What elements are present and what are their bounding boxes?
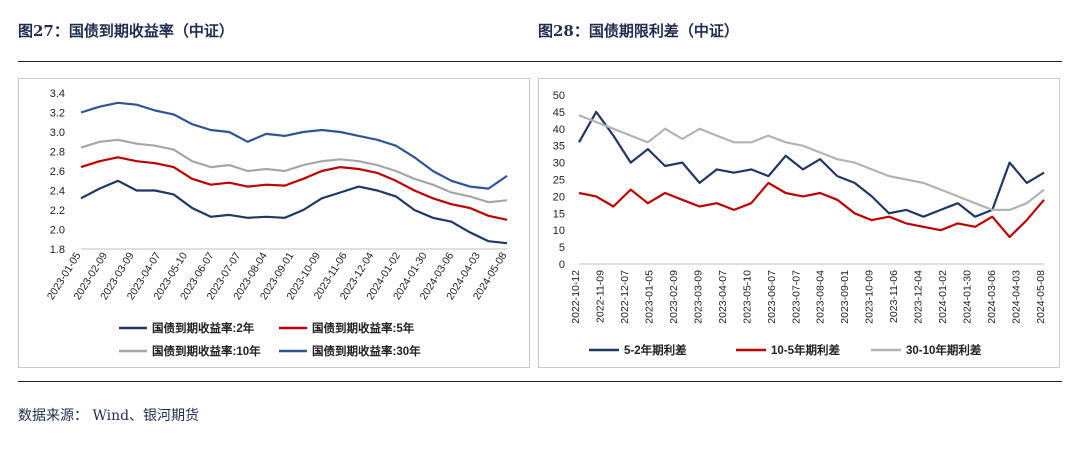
y-tick-label: 3.4: [50, 88, 65, 100]
x-tick-label: 2023-04-07: [717, 270, 729, 324]
y-tick-label: 1.8: [50, 244, 65, 256]
y-tick-label: 3.2: [50, 108, 65, 120]
x-tick-label: 2022-12-07: [619, 270, 631, 324]
y-tick-label: 50: [553, 90, 565, 102]
figure-title-right: 图28：国债期限利差（中证）: [538, 22, 739, 40]
chart-panel-spreads: 50 45 40 35 30 25 20 15 10 5 0 2022-10-12 2022-11-09…: [538, 78, 1060, 368]
x-tick-label: 2024-01-02: [937, 270, 949, 324]
x-tick-label: 2024-03-06: [986, 270, 998, 324]
y-tick-label: 2.0: [50, 225, 65, 237]
y-tick-label: 35: [553, 141, 565, 153]
y-tick-label: 5: [559, 242, 565, 254]
x-tick-label: 2023-01-05: [643, 270, 655, 324]
top-rule: [18, 61, 1062, 62]
legend-label-1: 国债到期收益率:2年: [152, 321, 255, 335]
series-line-2: [578, 181, 1045, 239]
x-tick-label: 2023-02-09: [668, 270, 680, 324]
y-tick-label: 2.2: [50, 205, 65, 217]
x-tick-label: 2023-08-04: [815, 270, 827, 324]
y-tick-label: 40: [553, 124, 565, 136]
series-line-1: [578, 110, 1045, 218]
y-tick-label: 2.6: [50, 166, 65, 178]
y-tick-label: 45: [553, 107, 565, 119]
y-tick-label: 2.8: [50, 147, 65, 159]
x-tick-label: 2024-05-08: [1035, 270, 1047, 324]
x-tick-label: 2023-10-09: [864, 270, 876, 324]
series-line-4: [80, 101, 508, 190]
x-tick-label: 2023-11-06: [888, 270, 900, 323]
figure-title-left: 图27：国债到期收益率（中证）: [18, 22, 234, 40]
y-tick-label: 25: [553, 175, 565, 187]
y-tick-label: 15: [553, 208, 565, 220]
x-tick-label: 2023-07-07: [790, 270, 802, 324]
yield-chart: 3.43.23.02.82.62.42.22.01.82023-01-05202…: [45, 88, 510, 358]
legend-label-3: 30-10年期利差: [906, 343, 982, 357]
x-tick-label: 2024-01-30: [962, 270, 974, 324]
x-tick-label: 2022-10-12: [570, 270, 582, 324]
legend-label-2: 10-5年期利差: [771, 343, 841, 357]
y-tick-label: 30: [553, 158, 565, 170]
series-line-1: [80, 179, 508, 245]
y-tick-label: 20: [553, 191, 565, 203]
series-line-3: [578, 114, 1045, 211]
series-line-3: [80, 138, 508, 204]
y-tick-label: 3.0: [50, 127, 65, 139]
x-tick-label: 2024-04-03: [1011, 270, 1023, 324]
y-tick-label: 2.4: [50, 186, 65, 198]
legend-label-1: 5-2年期利差: [624, 343, 687, 357]
y-tick-label: 10: [553, 225, 565, 237]
series-line-2: [80, 156, 508, 221]
x-tick-label: 2023-09-01: [839, 270, 851, 324]
legend-label-3: 国债到期收益率:10年: [152, 344, 261, 358]
bottom-rule: [18, 381, 1062, 382]
legend-label-2: 国债到期收益率:5年: [312, 321, 415, 335]
x-tick-label: 2023-05-10: [741, 270, 753, 324]
x-tick-label: 2023-06-07: [766, 270, 778, 324]
x-tick-label: 2023-12-04: [913, 270, 925, 324]
chart-panel-yields: 3.4 3.2 3.0 2.8 2.6 2.4 2.2 2.0 1.8 2023-01-05 202…: [18, 78, 530, 368]
legend-label-4: 国债到期收益率:30年: [312, 344, 421, 358]
x-tick-label: 2023-03-09: [692, 270, 704, 324]
source-note: 数据来源： Wind、银河期货: [18, 408, 200, 424]
y-tick-label: 0: [559, 259, 565, 271]
x-tick-label: 2022-11-09: [594, 270, 606, 323]
